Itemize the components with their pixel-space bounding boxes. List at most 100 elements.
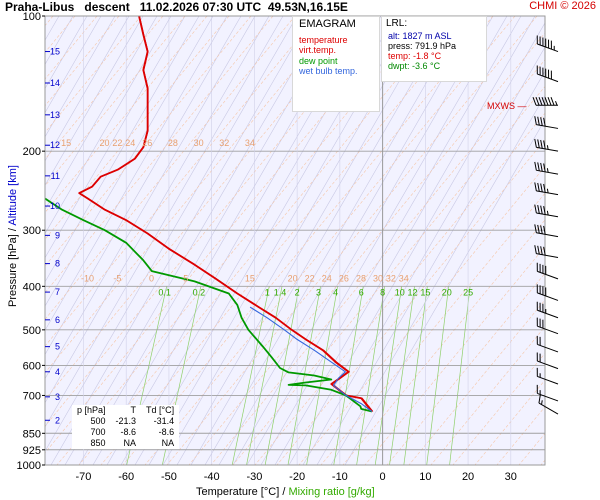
moist-adiabat-label: -10 (81, 273, 94, 283)
dry-adiabat (204, 16, 466, 465)
table-cell: NA (161, 438, 175, 448)
dry-adiabat (246, 16, 508, 465)
wind-barb-flag (543, 163, 546, 172)
wind-barb-shaft (536, 190, 559, 196)
x-tick-label: -30 (246, 471, 262, 483)
altitude-tick-label: 10 (50, 201, 60, 211)
mixing-ratio-line (306, 286, 338, 465)
table-cell: -21.3 (115, 416, 137, 426)
sounding-mode: descent (84, 0, 130, 14)
wind-barb-flag (538, 394, 541, 404)
wind-barb-flag (540, 139, 543, 149)
dry-adiabat (45, 16, 228, 331)
wind-barb-shaft (536, 232, 559, 238)
wind-barb-shaft (537, 325, 559, 335)
wind-barb (536, 262, 559, 280)
table-header: T (130, 405, 137, 415)
lrl-dwpt: dwpt: -3.6 °C (388, 61, 441, 71)
wind-barb-flag (534, 182, 537, 191)
wind-barb-shaft (537, 270, 559, 280)
wind-barb (536, 317, 559, 335)
moist-adiabat (45, 16, 142, 133)
wind-barb (534, 224, 559, 238)
dry-adiabat (45, 16, 172, 235)
table-cell: 700 (90, 427, 106, 437)
wind-barb-flag (537, 224, 540, 234)
moist-adiabat-label: 34 (399, 273, 409, 283)
wind-barb-shaft (536, 169, 559, 175)
moist-adiabat-label: 28 (356, 273, 366, 283)
altitude-tick-label: 12 (50, 140, 60, 150)
wind-barb (536, 352, 559, 370)
moist-adiabat-label: 5 (183, 273, 188, 283)
wind-barb-flag (540, 117, 543, 126)
wind-barb-half-flag (541, 400, 543, 405)
wind-barb-flag (540, 205, 543, 215)
x-tick-label: -60 (118, 471, 134, 483)
dry-adiabat (45, 16, 186, 259)
x-tick-label: -70 (76, 471, 92, 483)
sounding-datetime: 11.02.2026 07:30 UTC (139, 0, 262, 14)
moist-adiabat (298, 166, 545, 465)
x-tick-label: -10 (332, 471, 348, 483)
moist-adiabat (585, 16, 600, 465)
wind-barb (536, 384, 559, 402)
mixing-ratio-label: 10 (395, 287, 405, 297)
wind-barb (536, 301, 559, 319)
wind-barb-shaft (536, 146, 559, 152)
moist-adiabat (188, 32, 545, 465)
legend-title: EMAGRAM (299, 18, 356, 30)
wind-barb-flag (537, 116, 540, 126)
moist-adiabat-label: 24 (125, 138, 135, 148)
mixing-ratio-line (231, 286, 270, 465)
wind-barb-flag (543, 206, 546, 215)
moist-adiabat-label: 32 (386, 273, 396, 283)
mixing-ratio-label: 3 (316, 287, 321, 297)
mixing-ratio-label: 4 (333, 287, 338, 297)
moist-adiabat (45, 16, 274, 294)
wind-barb-flag (543, 246, 546, 256)
wind-barb-shaft (536, 212, 559, 218)
moist-adiabat (45, 16, 252, 267)
y-tick-label: 850 (23, 428, 41, 440)
y-tick-label: 300 (23, 225, 41, 237)
dry-adiabat (64, 16, 326, 465)
wind-barb (536, 284, 559, 301)
level-table: p [hPa] T Td [°C] 500 -21.3 -31.4 700 -8… (72, 405, 180, 449)
x-axis-label-sep: / (282, 486, 286, 498)
wind-barb (534, 161, 559, 175)
wind-barb-flag (534, 138, 537, 148)
wind-barb-flag (543, 225, 546, 235)
wind-barb-flag (534, 204, 537, 214)
altitude-tick-label: 4 (55, 367, 60, 377)
lrl-temp: temp: -1.8 °C (388, 51, 442, 61)
series-dew-point (45, 197, 373, 413)
mixing-ratio-line (389, 286, 415, 465)
wind-barb-shaft (537, 343, 559, 353)
wind-barb-flag (534, 161, 537, 171)
wind-barb (534, 138, 559, 152)
table-header: Td [°C] (146, 405, 175, 415)
y-tick-label: 600 (23, 360, 41, 372)
moist-adiabat-label: 26 (339, 273, 349, 283)
wind-barb-flag (543, 183, 546, 193)
mixing-ratio-label: 2 (295, 287, 300, 297)
wind-barb-shaft (537, 73, 559, 83)
moist-adiabat (45, 16, 208, 214)
wind-barb (534, 245, 559, 258)
y-tick-label: 700 (23, 390, 41, 402)
moist-adiabat (45, 16, 164, 160)
moist-adiabat (45, 16, 340, 374)
wind-barb-flag (540, 162, 543, 172)
mixing-ratio-label: 0.1 (158, 287, 171, 297)
lrl-alt: alt: 1827 m ASL (388, 31, 452, 41)
wind-barb-flag (540, 246, 543, 255)
moist-adiabat (100, 16, 472, 465)
moist-adiabat (166, 16, 538, 465)
wind-barb-flag (543, 117, 546, 127)
wind-barb-half-flag (546, 168, 549, 173)
moist-adiabat (232, 85, 545, 465)
wind-barb-flag (540, 183, 543, 192)
mxws-text: MXWS (487, 101, 515, 111)
lrl-box: LRL: alt: 1827 m ASL press: 791.9 hPa te… (381, 16, 487, 82)
